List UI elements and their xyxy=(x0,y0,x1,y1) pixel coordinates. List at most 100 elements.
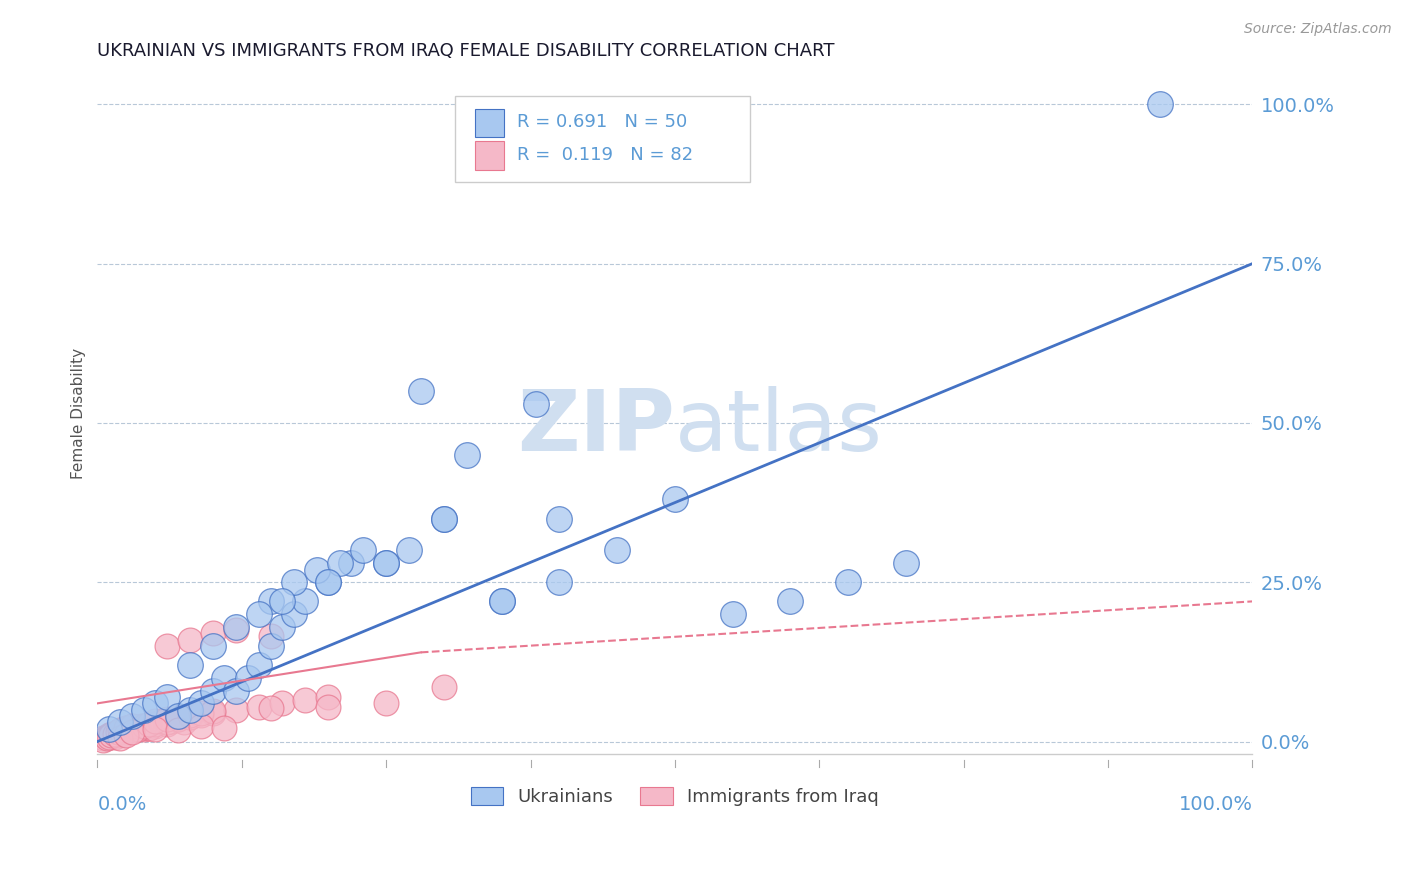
Point xyxy=(115,721,138,735)
Point xyxy=(283,607,305,621)
Point xyxy=(143,716,166,731)
Point xyxy=(190,707,212,722)
Point xyxy=(271,620,294,634)
Point xyxy=(283,575,305,590)
Point xyxy=(201,706,224,720)
Point xyxy=(121,719,143,733)
Text: atlas: atlas xyxy=(675,385,883,468)
Point xyxy=(91,731,114,746)
Point xyxy=(329,556,352,570)
Point xyxy=(375,556,398,570)
Point xyxy=(318,690,340,704)
Point xyxy=(225,703,247,717)
Point xyxy=(118,723,141,738)
Point xyxy=(115,728,138,742)
Point xyxy=(97,728,120,742)
Point xyxy=(138,716,160,731)
Point xyxy=(162,714,184,729)
Point xyxy=(104,727,127,741)
Point xyxy=(548,511,571,525)
Point xyxy=(127,722,149,736)
Point xyxy=(548,575,571,590)
Point xyxy=(107,725,129,739)
Point xyxy=(606,543,628,558)
Point xyxy=(167,709,190,723)
Point xyxy=(97,722,120,736)
Point xyxy=(214,721,236,735)
Text: 0.0%: 0.0% xyxy=(97,796,146,814)
Text: 100.0%: 100.0% xyxy=(1178,796,1253,814)
FancyBboxPatch shape xyxy=(475,109,503,137)
Point xyxy=(201,683,224,698)
Point xyxy=(456,448,478,462)
Point xyxy=(247,699,270,714)
Point xyxy=(214,671,236,685)
Point xyxy=(225,620,247,634)
Point xyxy=(121,725,143,739)
Point xyxy=(318,575,340,590)
Point xyxy=(259,639,281,653)
Point xyxy=(433,681,456,695)
Point xyxy=(190,719,212,733)
Point xyxy=(259,701,281,715)
Point xyxy=(491,594,513,608)
Point xyxy=(104,730,127,744)
Point xyxy=(142,716,165,731)
Point xyxy=(132,722,155,736)
Point xyxy=(97,730,120,744)
Point xyxy=(779,594,801,608)
Point xyxy=(259,630,281,644)
Point xyxy=(110,715,132,730)
Point xyxy=(107,728,129,742)
Point xyxy=(247,658,270,673)
Point xyxy=(294,693,316,707)
Point xyxy=(127,722,149,736)
FancyBboxPatch shape xyxy=(456,96,749,182)
Point xyxy=(110,723,132,738)
Point xyxy=(1149,97,1171,112)
Point xyxy=(143,714,166,729)
Point xyxy=(115,725,138,739)
Text: R = 0.691   N = 50: R = 0.691 N = 50 xyxy=(516,113,688,131)
Point xyxy=(100,728,122,742)
FancyBboxPatch shape xyxy=(475,141,503,170)
Point xyxy=(138,721,160,735)
Point xyxy=(104,727,127,741)
Point xyxy=(110,725,132,739)
Point xyxy=(179,710,201,724)
Text: Source: ZipAtlas.com: Source: ZipAtlas.com xyxy=(1244,22,1392,37)
Point xyxy=(340,556,363,570)
Point xyxy=(156,716,179,731)
Point xyxy=(156,712,179,726)
Point xyxy=(179,658,201,673)
Point xyxy=(107,725,129,739)
Point xyxy=(132,719,155,733)
Point xyxy=(149,715,172,730)
Point xyxy=(167,712,190,726)
Point xyxy=(201,626,224,640)
Point xyxy=(110,731,132,746)
Point xyxy=(201,704,224,718)
Point xyxy=(121,709,143,723)
Point xyxy=(167,710,190,724)
Point xyxy=(143,719,166,733)
Point xyxy=(190,697,212,711)
Point xyxy=(149,714,172,729)
Point xyxy=(201,639,224,653)
Text: ZIP: ZIP xyxy=(517,385,675,468)
Y-axis label: Female Disability: Female Disability xyxy=(72,348,86,479)
Point xyxy=(129,719,152,733)
Point xyxy=(259,594,281,608)
Point xyxy=(97,730,120,744)
Point xyxy=(409,384,432,398)
Point xyxy=(247,607,270,621)
Point xyxy=(352,543,374,558)
Point xyxy=(143,697,166,711)
Point xyxy=(91,733,114,747)
Text: R =  0.119   N = 82: R = 0.119 N = 82 xyxy=(516,146,693,164)
Point xyxy=(167,712,190,726)
Point xyxy=(132,719,155,733)
Point xyxy=(156,639,179,653)
Point xyxy=(96,731,118,746)
Point xyxy=(156,715,179,730)
